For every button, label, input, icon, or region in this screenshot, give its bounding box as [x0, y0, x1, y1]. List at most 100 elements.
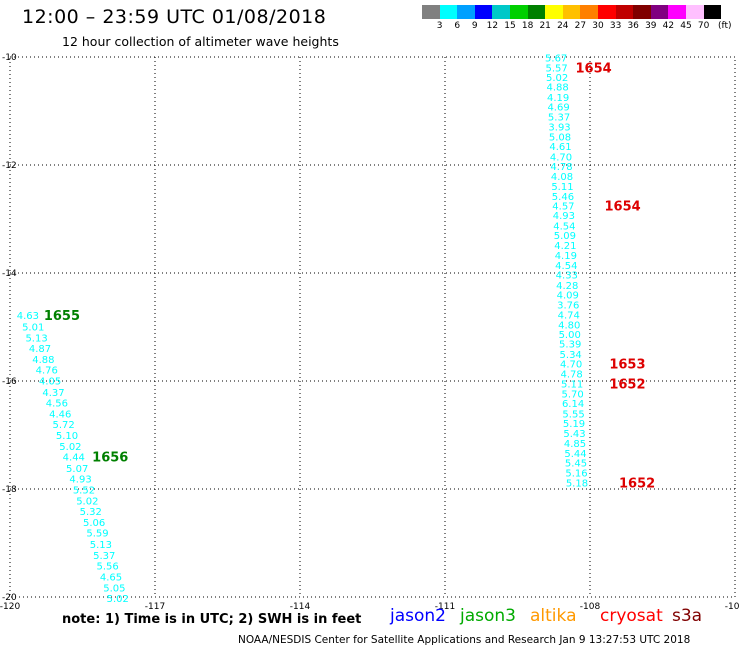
- legend-jason2: jason2: [390, 606, 446, 626]
- wave-height-point: 5.45: [565, 459, 587, 470]
- wave-height-point: 5.19: [563, 419, 585, 430]
- y-tick-label: -14: [2, 269, 17, 279]
- plot-frame: [9, 56, 736, 598]
- color-scale-cell: [422, 5, 440, 19]
- x-tick-label: -120: [0, 602, 20, 612]
- wave-height-point: 5.10: [56, 431, 78, 442]
- wave-height-point: 5.18: [566, 479, 588, 490]
- wave-height-point: 4.19: [547, 93, 569, 104]
- wave-height-point: 4.44: [63, 453, 85, 464]
- wave-height-point: 4.76: [36, 366, 58, 377]
- wave-height-point: 5.39: [559, 340, 581, 351]
- wave-height-point: 4.28: [556, 281, 578, 292]
- color-scale-label: 24: [557, 21, 569, 31]
- wave-height-point: 4.33: [556, 271, 578, 282]
- wave-height-point: 5.06: [83, 518, 105, 529]
- wave-height-point: 5.02: [76, 496, 98, 507]
- wave-height-point: 5.46: [552, 192, 574, 203]
- y-tick-label: -20: [2, 593, 17, 603]
- y-tick-label: -10: [2, 53, 17, 63]
- wave-height-point: 5.00: [559, 330, 581, 341]
- wave-height-point: 3.76: [557, 300, 579, 311]
- color-scale-cell: [668, 5, 686, 19]
- color-scale-label: 70: [697, 21, 710, 31]
- wave-height-point: 4.93: [553, 211, 575, 222]
- wave-height-point: 5.11: [551, 182, 573, 193]
- wave-height-point: 4.78: [561, 369, 583, 380]
- footer-note: note: 1) Time is in UTC; 2) SWH is in fe…: [62, 612, 362, 627]
- color-scale-cell: [492, 5, 510, 19]
- color-scale-label: 33: [609, 21, 622, 31]
- time-annotation: 1656: [92, 451, 128, 466]
- wave-height-point: 4.88: [32, 355, 54, 366]
- color-scale-cell: [562, 5, 581, 19]
- wave-height-point: 4.57: [552, 202, 574, 213]
- y-tick-label: -12: [2, 161, 17, 171]
- color-scale-label: 18: [521, 21, 534, 31]
- wave-height-point: 4.69: [547, 103, 569, 114]
- color-scale-label: 21: [539, 21, 551, 31]
- color-scale-cell: [457, 5, 475, 19]
- wave-height-point: 4.63: [17, 311, 39, 322]
- wave-height-point: 5.02: [59, 442, 81, 453]
- color-scale-cell: [598, 5, 616, 19]
- color-scale-label: 6: [454, 21, 461, 31]
- color-scale-label: 36: [627, 21, 639, 31]
- color-scale-label: 9: [471, 21, 478, 31]
- wave-height-point: 4.70: [550, 152, 572, 163]
- wave-height-point: 4.88: [546, 83, 568, 94]
- wave-height-point: 5.34: [560, 350, 582, 361]
- wave-height-point: 5.67: [545, 54, 567, 65]
- color-scale-cell: [703, 5, 722, 19]
- x-tick-label: -117: [145, 602, 165, 612]
- wave-height-point: 5.13: [90, 540, 112, 551]
- wave-height-point: 5.37: [93, 551, 115, 562]
- wave-height-point: 5.08: [549, 132, 571, 143]
- wave-height-point: 5.72: [53, 420, 75, 431]
- color-scale-cell: [527, 5, 546, 19]
- time-annotation: 1654: [576, 61, 612, 76]
- wave-height-point: 5.32: [80, 507, 102, 518]
- legend-s3a: s3a: [672, 606, 703, 626]
- wave-height-point: 4.80: [558, 320, 580, 331]
- color-scale-cell: [633, 5, 651, 19]
- time-annotation: 1655: [44, 309, 80, 324]
- wave-height-point: 5.16: [565, 468, 587, 479]
- wave-height-point: 5.59: [86, 529, 108, 540]
- color-scale-cell: [474, 5, 493, 19]
- y-tick-label: -18: [2, 485, 17, 495]
- wave-height-point: 5.55: [562, 409, 584, 420]
- wave-height-point: 5.70: [561, 389, 583, 400]
- time-annotation: 1652: [609, 378, 645, 393]
- wave-height-point: 5.09: [554, 231, 576, 242]
- wave-height-point: 4.93: [69, 475, 91, 486]
- color-scale-cell: [615, 5, 634, 19]
- wave-height-point: 6.14: [562, 399, 584, 410]
- color-scale-label: 3: [436, 21, 443, 31]
- wave-height-point: 4.70: [560, 360, 582, 371]
- x-tick-label: -114: [290, 602, 311, 612]
- wave-height-point: 4.61: [549, 142, 571, 153]
- wave-height-point: 5.57: [546, 63, 568, 74]
- color-scale-unit: (ft): [718, 21, 732, 31]
- legend-cryosat: cryosat: [600, 606, 663, 626]
- color-scale-cell: [545, 5, 563, 19]
- color-scale-label: 39: [645, 21, 657, 31]
- time-annotation: 1654: [605, 200, 641, 215]
- color-scale-label: 15: [504, 21, 516, 31]
- legend-altika: altika: [530, 606, 577, 626]
- wave-height-point: 4.46: [49, 409, 71, 420]
- chart-title: 12:00 – 23:59 UTC 01/08/2018: [22, 6, 327, 28]
- legend-jason3: jason3: [460, 606, 516, 626]
- wave-height-point: 4.54: [553, 221, 575, 232]
- wave-height-point: 5.13: [25, 333, 47, 344]
- wave-height-point: 5.52: [73, 486, 95, 497]
- color-scale-label: 42: [662, 21, 675, 31]
- footer-credit: NOAA/NESDIS Center for Satellite Applica…: [238, 634, 691, 646]
- color-scale-cell: [686, 5, 704, 19]
- x-tick-label: -105: [725, 602, 740, 612]
- time-annotation: 1653: [609, 358, 645, 373]
- x-tick-label: -108: [580, 602, 601, 612]
- wave-height-point: 5.43: [563, 429, 585, 440]
- color-scale-label: 27: [574, 21, 587, 31]
